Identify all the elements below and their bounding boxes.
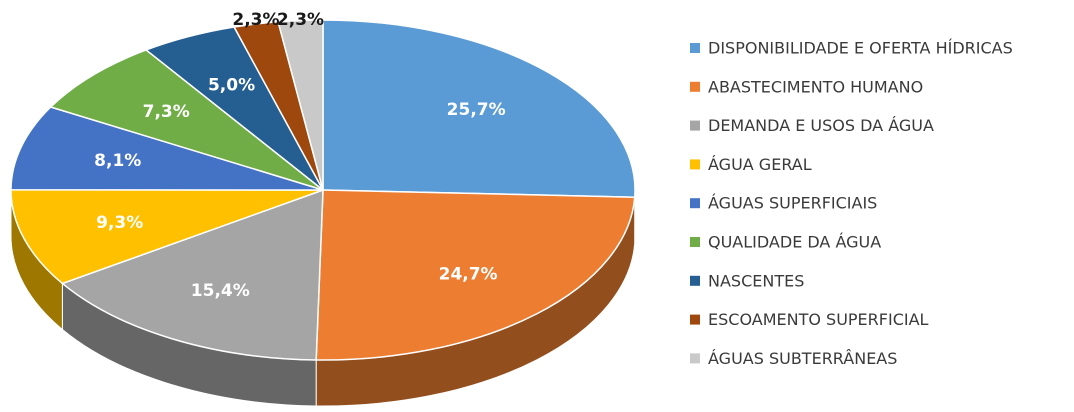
data-label: 2,3%	[277, 10, 324, 30]
legend-label: ÁGUA GERAL	[708, 155, 812, 174]
legend-swatch	[690, 43, 700, 53]
legend-swatch	[690, 237, 700, 247]
data-label: 8,1%	[94, 151, 141, 171]
legend-label: ABASTECIMENTO HUMANO	[708, 77, 923, 96]
legend-label: ÁGUAS SUBTERRÂNEAS	[708, 349, 897, 368]
data-label: 15,4%	[191, 281, 250, 301]
legend-label: DISPONIBILIDADE E OFERTA HÍDRICAS	[708, 39, 1013, 58]
data-label: 5,0%	[208, 76, 255, 96]
legend-label: NASCENTES	[708, 271, 804, 290]
data-label: 7,3%	[143, 102, 190, 122]
slice	[10, 188, 324, 285]
data-label: 25,7%	[447, 100, 506, 120]
slice	[322, 19, 636, 198]
data-label: 24,7%	[439, 264, 498, 284]
legend-label: ESCOAMENTO SUPERFICIAL	[708, 310, 929, 329]
legend-label: QUALIDADE DA ÁGUA	[708, 233, 881, 252]
legend-swatch	[690, 314, 700, 325]
slice	[315, 189, 636, 361]
legend-swatch	[690, 81, 700, 92]
legend-swatch	[690, 120, 700, 131]
slice	[277, 19, 324, 191]
legend-label: ÁGUAS SUPERFICIAIS	[708, 194, 877, 213]
legend-swatch	[690, 353, 700, 364]
slice	[10, 106, 324, 191]
legend-label: DEMANDA E USOS DA ÁGUA	[708, 116, 934, 135]
legend-swatch	[690, 159, 700, 170]
data-label: 9,3%	[96, 213, 143, 233]
legend-swatch	[690, 275, 700, 286]
slice	[49, 49, 324, 191]
data-label: 2,3%	[232, 10, 279, 30]
legend-swatch	[690, 198, 700, 209]
slice	[60, 188, 324, 361]
